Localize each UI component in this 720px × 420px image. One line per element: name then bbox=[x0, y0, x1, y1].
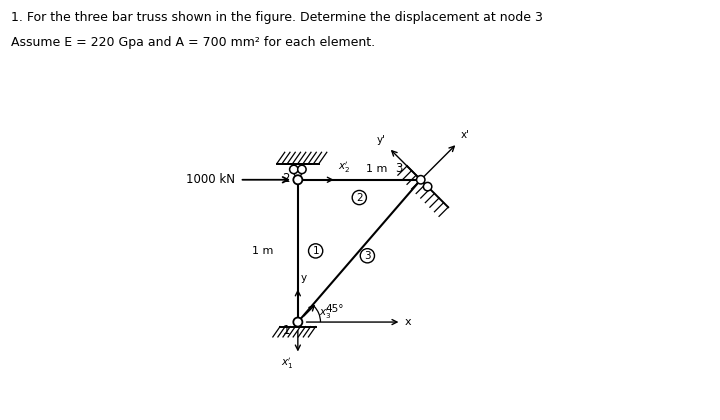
Circle shape bbox=[297, 165, 306, 173]
Text: $x_2'$: $x_2'$ bbox=[338, 160, 351, 175]
Text: 1000 kN: 1000 kN bbox=[186, 173, 235, 186]
Text: 45°: 45° bbox=[325, 304, 344, 314]
Text: $x_1'$: $x_1'$ bbox=[281, 356, 293, 371]
Text: 1: 1 bbox=[312, 246, 319, 256]
Circle shape bbox=[360, 249, 374, 263]
Text: Assume E = 220 Gpa and A = 700 mm² for each element.: Assume E = 220 Gpa and A = 700 mm² for e… bbox=[11, 36, 375, 49]
Text: 1 m: 1 m bbox=[366, 164, 387, 174]
Text: 3: 3 bbox=[364, 251, 371, 261]
Circle shape bbox=[309, 244, 323, 258]
Text: 1 m: 1 m bbox=[252, 246, 274, 256]
Text: y: y bbox=[301, 273, 307, 283]
Text: 3: 3 bbox=[395, 162, 403, 175]
Text: 2: 2 bbox=[356, 192, 363, 202]
Text: x': x' bbox=[461, 130, 469, 140]
Circle shape bbox=[423, 182, 432, 191]
Circle shape bbox=[289, 165, 298, 173]
Text: 1: 1 bbox=[282, 324, 289, 337]
Text: 1. For the three bar truss shown in the figure. Determine the displacement at no: 1. For the three bar truss shown in the … bbox=[11, 10, 543, 24]
Text: $x_3'$: $x_3'$ bbox=[319, 306, 331, 321]
Circle shape bbox=[293, 318, 302, 327]
Circle shape bbox=[417, 176, 425, 184]
Text: x: x bbox=[405, 317, 411, 327]
Circle shape bbox=[293, 175, 302, 184]
Text: y': y' bbox=[377, 134, 385, 144]
Text: 2: 2 bbox=[282, 172, 289, 185]
Circle shape bbox=[352, 190, 366, 205]
